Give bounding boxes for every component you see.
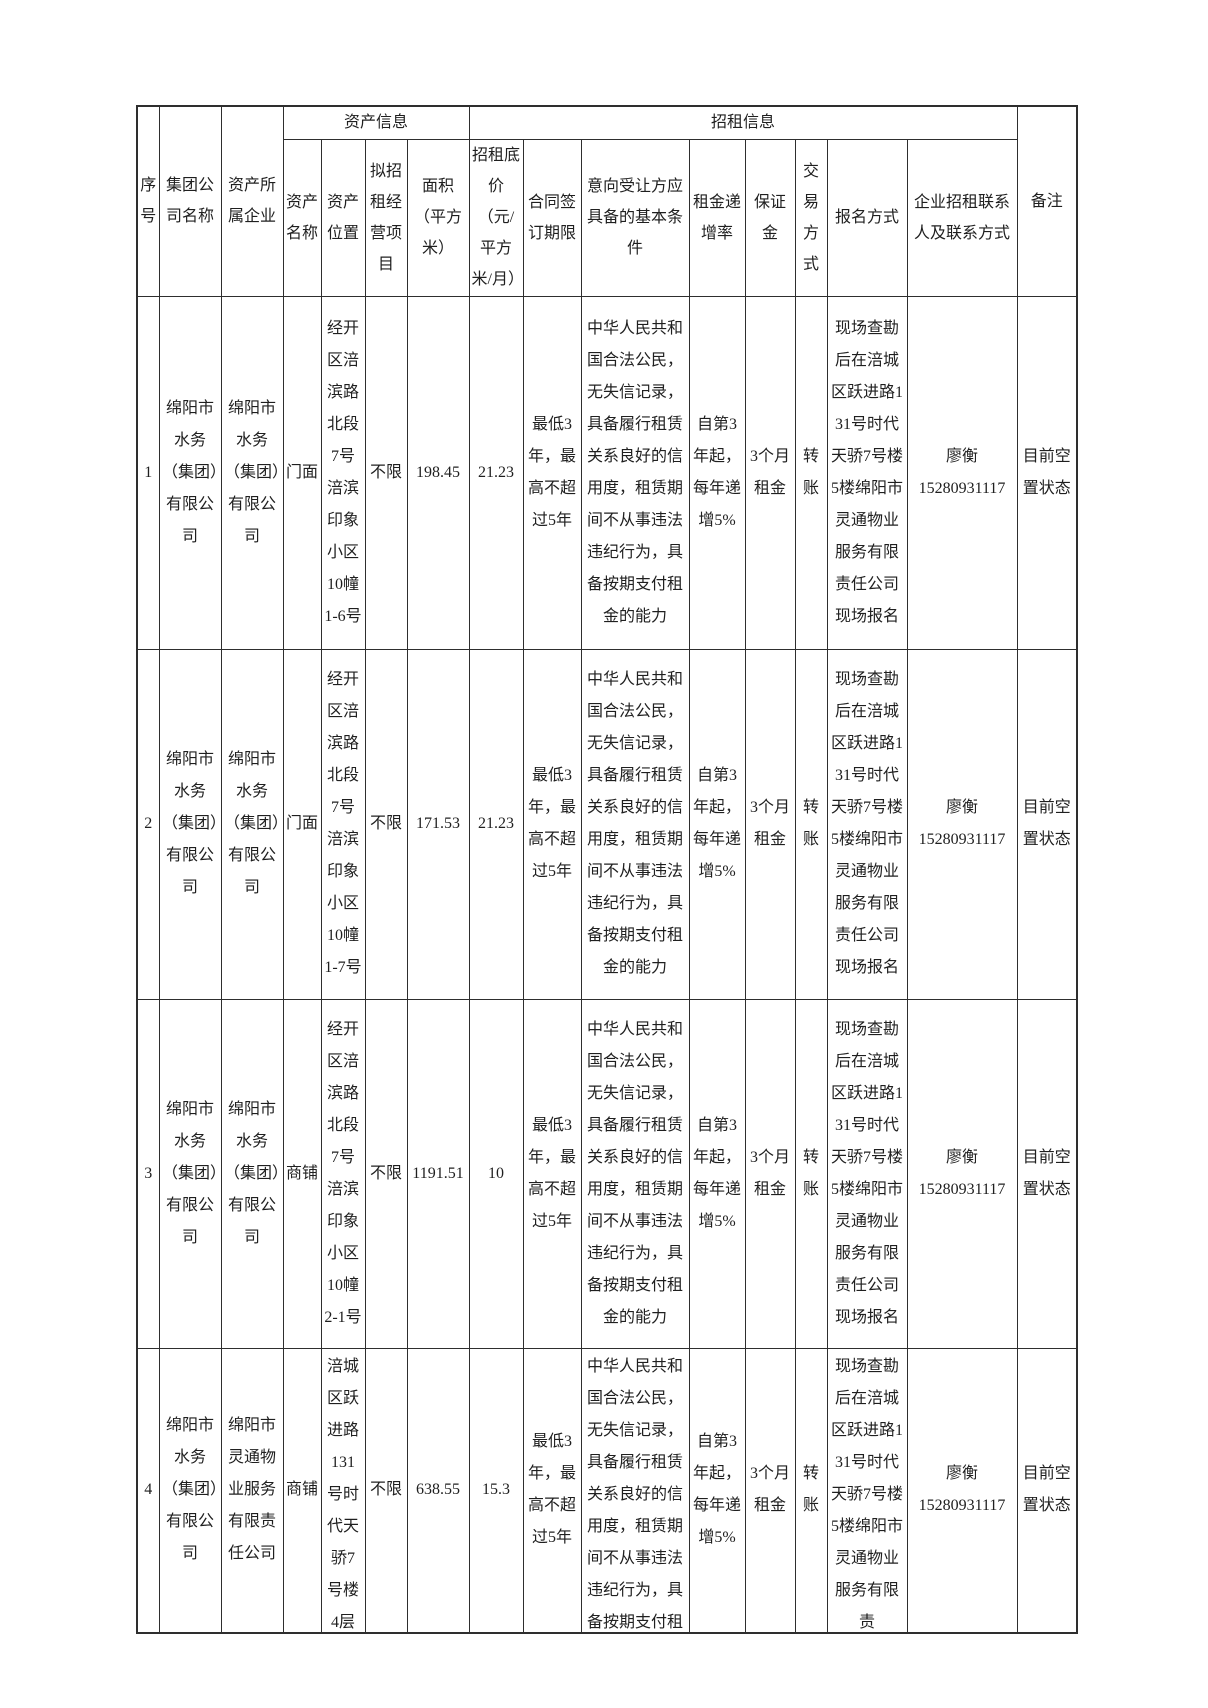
cell-deposit: 3个月租金 [744,1347,796,1634]
cell-contact: 廖衡 15280931117 [906,295,1018,650]
cell-base-price: 15.3 [468,1347,524,1634]
header-deposit: 保证金 [744,138,796,297]
cell-contract-term: 最低3年，最高不超过5年 [522,295,582,650]
cell-planned-business: 不限 [364,998,408,1349]
cell-area: 1191.51 [406,998,470,1349]
cell-registration-method: 现场查勘后在涪城区跃进路131号时代天骄7号楼5楼绵阳市灵通物业服务有限责任公司… [826,998,908,1349]
cell-planned-business: 不限 [364,295,408,650]
cell-base-price: 10 [468,998,524,1349]
cell-basic-conditions: 中华人民共和国合法公民，无失信记录，具备履行租赁关系良好的信用度，租赁期间不从事… [580,998,690,1349]
cell-planned-business: 不限 [364,648,408,1000]
cell-rent-increase: 自第3年起，每年递增5% [688,648,746,1000]
cell-area: 198.45 [406,295,470,650]
header-leasing-info-group: 招租信息 [468,105,1018,140]
cell-asset-owner: 绵阳市水务（集团）有限公司 [220,998,284,1349]
cell-area: 171.53 [406,648,470,1000]
header-asset-owner: 资产所属企业 [220,105,284,297]
contact-name: 廖衡 [946,1148,979,1166]
cell-rent-increase: 自第3年起，每年递增5% [688,295,746,650]
table-row: 2 绵阳市水务（集团）有限公司 绵阳市水务（集团）有限公司 门面 经开区涪滨路北… [136,648,1078,1000]
cell-transaction-method: 转账 [794,295,828,650]
header-asset-location: 资产位置 [320,138,366,297]
header-area: 面积（平方米） [406,138,470,297]
header-asset-name: 资产名称 [282,138,322,297]
contact-phone: 15280931117 [918,479,1006,497]
cell-basic-conditions: 中华人民共和国合法公民，无失信记录，具备履行租赁关系良好的信用度，租赁期间不从事… [580,1347,690,1634]
contact-phone: 15280931117 [918,1180,1006,1198]
cell-rent-increase: 自第3年起，每年递增5% [688,1347,746,1634]
cell-registration-method: 现场查勘后在涪城区跃进路131号时代天骄7号楼5楼绵阳市灵通物业服务有限责任公司… [826,648,908,1000]
cell-planned-business: 不限 [364,1347,408,1634]
cell-remarks: 目前空置状态 [1016,1347,1078,1634]
header-serial: 序号 [136,105,160,297]
cell-remarks: 目前空置状态 [1016,998,1078,1349]
cell-deposit: 3个月租金 [744,998,796,1349]
cell-asset-location: 涪城区跃进路131号时代天骄7号楼4层 [320,1347,366,1634]
contact-name: 廖衡 [946,1465,979,1483]
header-main-row: 资产名称 资产位置 拟招租经营项目 面积（平方米） 招租底价（元/平方米/月） … [137,138,1077,297]
header-group-row: 序号 集团公司名称 资产所属企业 资产信息 招租信息 备注 [136,105,1078,297]
cell-group-company: 绵阳市水务（集团）有限公司 [158,648,222,1000]
cell-asset-owner: 绵阳市水务（集团）有限公司 [220,295,284,650]
cell-base-price: 21.23 [468,648,524,1000]
cell-registration-method: 现场查勘后在涪城区跃进路131号时代天骄7号楼5楼绵阳市灵通物业服务有限责 [826,1347,908,1634]
cell-deposit: 3个月租金 [744,648,796,1000]
header-remarks: 备注 [1016,105,1078,297]
header-base-price: 招租底价（元/平方米/月） [468,138,524,297]
cell-asset-location: 经开区涪滨路北段7号涪滨印象小区10幢1-6号 [320,295,366,650]
table-row: 1 绵阳市水务（集团）有限公司 绵阳市水务（集团）有限公司 门面 经开区涪滨路北… [136,295,1078,650]
cell-asset-name: 商铺 [282,1347,322,1634]
cell-asset-owner: 绵阳市水务（集团）有限公司 [220,648,284,1000]
cell-asset-location: 经开区涪滨路北段7号涪滨印象小区10幢2-1号 [320,998,366,1349]
contact-phone: 15280931117 [918,831,1006,848]
cell-serial: 4 [136,1347,160,1634]
cell-asset-name: 门面 [282,295,322,650]
cell-transaction-method: 转账 [794,648,828,1000]
cell-asset-owner: 绵阳市灵通物业服务有限责任公司 [220,1347,284,1634]
cell-basic-conditions: 中华人民共和国合法公民，无失信记录，具备履行租赁关系良好的信用度，租赁期间不从事… [580,295,690,650]
header-contact: 企业招租联系人及联系方式 [906,138,1018,297]
header-transaction-method: 交易方式 [794,138,828,297]
cell-remarks: 目前空置状态 [1016,295,1078,650]
cell-transaction-method: 转账 [794,1347,828,1634]
cell-contract-term: 最低3年，最高不超过5年 [522,648,582,1000]
lease-table-page: 序号 集团公司名称 资产所属企业 资产信息 招租信息 备注 资产名称 资产位置 … [136,105,1079,1634]
contact-name: 廖衡 [946,799,979,816]
header-asset-info-group: 资产信息 [282,105,470,140]
header-planned-business: 拟招租经营项目 [364,138,408,297]
cell-basic-conditions: 中华人民共和国合法公民，无失信记录，具备履行租赁关系良好的信用度，租赁期间不从事… [580,648,690,1000]
contact-phone: 15280931117 [918,1497,1006,1515]
cell-remarks: 目前空置状态 [1016,648,1078,1000]
cell-contact: 廖衡 15280931117 [906,648,1018,1000]
cell-contract-term: 最低3年，最高不超过5年 [522,1347,582,1634]
table-row: 4 绵阳市水务（集团）有限公司 绵阳市灵通物业服务有限责任公司 商铺 涪城区跃进… [136,1347,1078,1634]
cell-asset-location: 经开区涪滨路北段7号涪滨印象小区10幢1-7号 [320,648,366,1000]
cell-group-company: 绵阳市水务（集团）有限公司 [158,998,222,1349]
header-contract-term: 合同签订期限 [522,138,582,297]
cell-serial: 2 [136,648,160,1000]
cell-base-price: 21.23 [468,295,524,650]
cell-group-company: 绵阳市水务（集团）有限公司 [158,1347,222,1634]
cell-transaction-method: 转账 [794,998,828,1349]
cell-contact: 廖衡 15280931117 [906,1347,1018,1634]
cell-contact: 廖衡 15280931117 [906,998,1018,1349]
cell-rent-increase: 自第3年起，每年递增5% [688,998,746,1349]
cell-serial: 1 [136,295,160,650]
contact-name: 廖衡 [946,447,979,465]
cell-contract-term: 最低3年，最高不超过5年 [522,998,582,1349]
header-basic-conditions: 意向受让方应具备的基本条件 [580,138,690,297]
cell-asset-name: 商铺 [282,998,322,1349]
cell-area: 638.55 [406,1347,470,1634]
lease-info-table: 序号 集团公司名称 资产所属企业 资产信息 招租信息 备注 资产名称 资产位置 … [136,105,1079,1634]
cell-serial: 3 [136,998,160,1349]
cell-asset-name: 门面 [282,648,322,1000]
cell-deposit: 3个月租金 [744,295,796,650]
table-row: 3 绵阳市水务（集团）有限公司 绵阳市水务（集团）有限公司 商铺 经开区涪滨路北… [136,998,1078,1349]
header-group-company: 集团公司名称 [158,105,222,297]
cell-registration-method: 现场查勘后在涪城区跃进路131号时代天骄7号楼5楼绵阳市灵通物业服务有限责任公司… [826,295,908,650]
header-registration-method: 报名方式 [826,138,908,297]
cell-group-company: 绵阳市水务（集团）有限公司 [158,295,222,650]
header-rent-increase: 租金递增率 [688,138,746,297]
